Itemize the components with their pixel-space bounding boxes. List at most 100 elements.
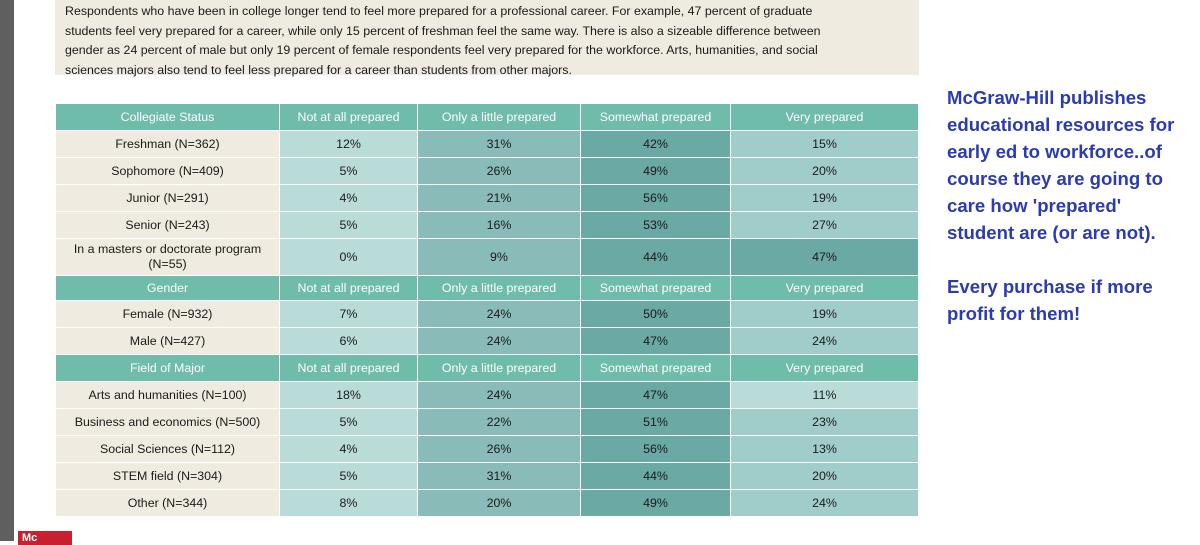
row-label: Social Sciences (N=112) bbox=[55, 435, 280, 463]
row-label: STEM field (N=304) bbox=[55, 462, 280, 490]
column-header: Somewhat prepared bbox=[580, 354, 731, 382]
value-cell: 24% bbox=[417, 381, 581, 409]
table-row: Other (N=344) 8% 20% 49% 24% bbox=[55, 489, 919, 517]
value-cell: 42% bbox=[580, 130, 731, 158]
value-cell: 44% bbox=[580, 238, 731, 276]
row-label: Female (N=932) bbox=[55, 300, 280, 328]
section-title: Gender bbox=[55, 275, 280, 301]
intro-paragraph: Respondents who have been in college lon… bbox=[55, 0, 919, 77]
value-cell: 15% bbox=[730, 130, 919, 158]
value-cell: 27% bbox=[730, 211, 919, 239]
value-cell: 16% bbox=[417, 211, 581, 239]
value-cell: 20% bbox=[730, 157, 919, 185]
value-cell: 31% bbox=[417, 462, 581, 490]
value-cell: 8% bbox=[279, 489, 418, 517]
column-header: Very prepared bbox=[730, 354, 919, 382]
value-cell: 6% bbox=[279, 327, 418, 355]
value-cell: 51% bbox=[580, 408, 731, 436]
table-row: Freshman (N=362) 12% 31% 42% 15% bbox=[55, 130, 919, 158]
column-header: Only a little prepared bbox=[417, 275, 581, 301]
value-cell: 31% bbox=[417, 130, 581, 158]
table-row: Business and economics (N=500) 5% 22% 51… bbox=[55, 408, 919, 436]
row-label: Arts and humanities (N=100) bbox=[55, 381, 280, 409]
value-cell: 23% bbox=[730, 408, 919, 436]
value-cell: 47% bbox=[730, 238, 919, 276]
intro-line: sciences majors also tend to feel less p… bbox=[65, 62, 572, 77]
left-edge-bar bbox=[0, 0, 14, 541]
value-cell: 26% bbox=[417, 157, 581, 185]
table-row: Male (N=427) 6% 24% 47% 24% bbox=[55, 327, 919, 355]
table-row: Sophomore (N=409) 5% 26% 49% 20% bbox=[55, 157, 919, 185]
column-header: Very prepared bbox=[730, 103, 919, 131]
table-row: Senior (N=243) 5% 16% 53% 27% bbox=[55, 211, 919, 239]
value-cell: 5% bbox=[279, 408, 418, 436]
column-header: Only a little prepared bbox=[417, 354, 581, 382]
row-label: Business and economics (N=500) bbox=[55, 408, 280, 436]
value-cell: 11% bbox=[730, 381, 919, 409]
value-cell: 5% bbox=[279, 211, 418, 239]
row-label: Junior (N=291) bbox=[55, 184, 280, 212]
annotation-text: McGraw-Hill publishes educational resour… bbox=[947, 87, 1175, 243]
column-header: Not at all prepared bbox=[279, 275, 418, 301]
section-header-row: Field of Major Not at all prepared Only … bbox=[55, 354, 919, 382]
row-label: Other (N=344) bbox=[55, 489, 280, 517]
intro-line: gender as 24 percent of male but only 19… bbox=[65, 43, 818, 57]
value-cell: 47% bbox=[580, 327, 731, 355]
preparedness-table: Collegiate Status Not at all prepared On… bbox=[55, 103, 919, 517]
intro-line: Respondents who have been in college lon… bbox=[65, 4, 813, 18]
column-header: Not at all prepared bbox=[279, 354, 418, 382]
table-row: Arts and humanities (N=100) 18% 24% 47% … bbox=[55, 381, 919, 409]
column-header: Only a little prepared bbox=[417, 103, 581, 131]
column-header: Somewhat prepared bbox=[580, 103, 731, 131]
value-cell: 26% bbox=[417, 435, 581, 463]
value-cell: 24% bbox=[730, 489, 919, 517]
row-label: Sophomore (N=409) bbox=[55, 157, 280, 185]
table-row: In a masters or doctorate program (N=55)… bbox=[55, 238, 919, 276]
annotation-text: Every purchase if more profit for them! bbox=[947, 276, 1153, 324]
value-cell: 7% bbox=[279, 300, 418, 328]
intro-line: students feel very prepared for a career… bbox=[65, 23, 821, 38]
value-cell: 12% bbox=[279, 130, 418, 158]
row-label: Freshman (N=362) bbox=[55, 130, 280, 158]
value-cell: 56% bbox=[580, 184, 731, 212]
publisher-logo: Mc bbox=[18, 531, 72, 545]
table-row: Social Sciences (N=112) 4% 26% 56% 13% bbox=[55, 435, 919, 463]
value-cell: 21% bbox=[417, 184, 581, 212]
value-cell: 49% bbox=[580, 157, 731, 185]
value-cell: 44% bbox=[580, 462, 731, 490]
value-cell: 4% bbox=[279, 435, 418, 463]
value-cell: 0% bbox=[279, 238, 418, 276]
value-cell: 24% bbox=[730, 327, 919, 355]
value-cell: 47% bbox=[580, 381, 731, 409]
value-cell: 50% bbox=[580, 300, 731, 328]
section-header-row: Gender Not at all prepared Only a little… bbox=[55, 275, 919, 301]
row-label: Senior (N=243) bbox=[55, 211, 280, 239]
section-header-row: Collegiate Status Not at all prepared On… bbox=[55, 103, 919, 131]
value-cell: 5% bbox=[279, 157, 418, 185]
value-cell: 18% bbox=[279, 381, 418, 409]
column-header: Very prepared bbox=[730, 275, 919, 301]
value-cell: 20% bbox=[730, 462, 919, 490]
row-label: Male (N=427) bbox=[55, 327, 280, 355]
value-cell: 24% bbox=[417, 327, 581, 355]
section-title: Collegiate Status bbox=[55, 103, 280, 131]
value-cell: 5% bbox=[279, 462, 418, 490]
row-label: In a masters or doctorate program (N=55) bbox=[55, 238, 280, 276]
value-cell: 9% bbox=[417, 238, 581, 276]
value-cell: 22% bbox=[417, 408, 581, 436]
value-cell: 19% bbox=[730, 184, 919, 212]
table-row: Female (N=932) 7% 24% 50% 19% bbox=[55, 300, 919, 328]
value-cell: 4% bbox=[279, 184, 418, 212]
value-cell: 53% bbox=[580, 211, 731, 239]
annotation-note: McGraw-Hill publishes educational resour… bbox=[947, 84, 1192, 327]
value-cell: 56% bbox=[580, 435, 731, 463]
value-cell: 19% bbox=[730, 300, 919, 328]
table-row: STEM field (N=304) 5% 31% 44% 20% bbox=[55, 462, 919, 490]
value-cell: 49% bbox=[580, 489, 731, 517]
table-row: Junior (N=291) 4% 21% 56% 19% bbox=[55, 184, 919, 212]
section-title: Field of Major bbox=[55, 354, 280, 382]
column-header: Somewhat prepared bbox=[580, 275, 731, 301]
column-header: Not at all prepared bbox=[279, 103, 418, 131]
value-cell: 20% bbox=[417, 489, 581, 517]
value-cell: 13% bbox=[730, 435, 919, 463]
